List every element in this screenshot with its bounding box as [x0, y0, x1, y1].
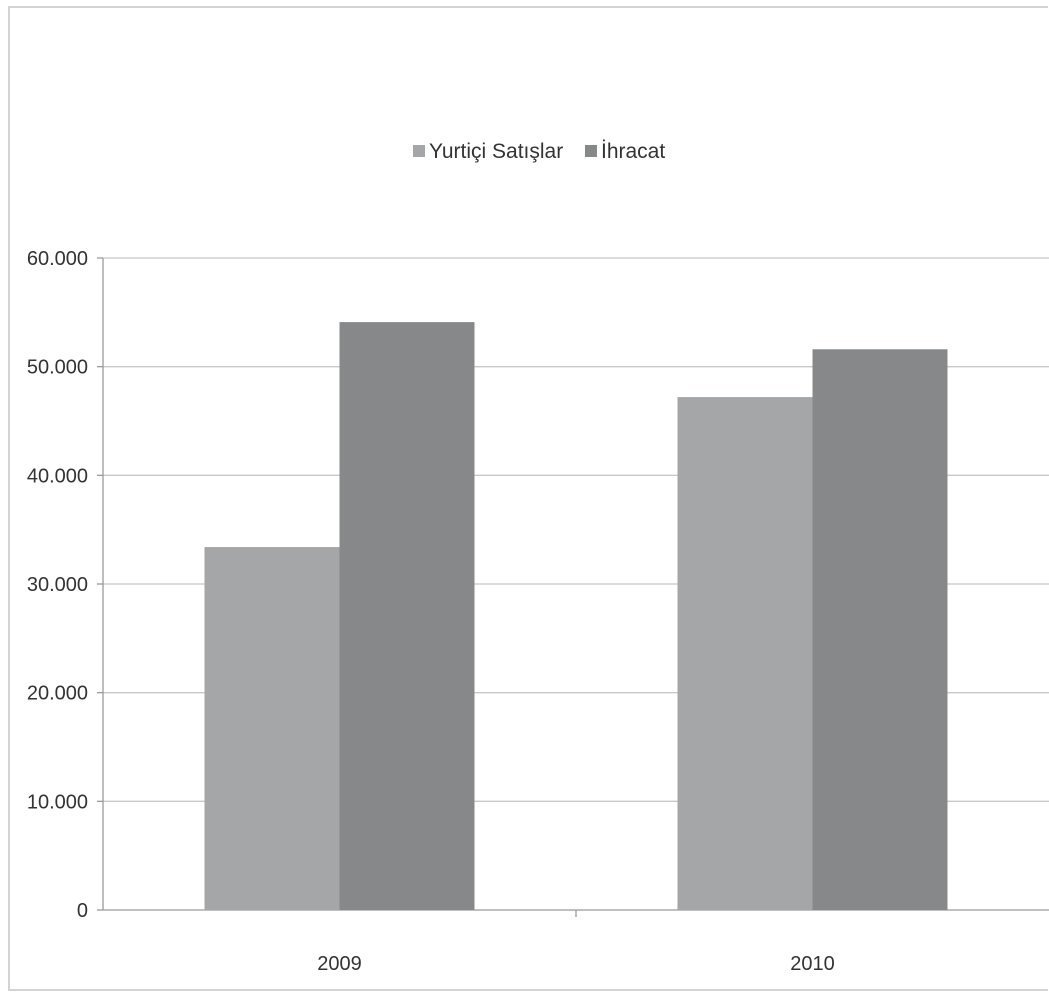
y-tick-label: 30.000 — [27, 574, 88, 596]
legend-label: Yurtiçi Satışlar — [429, 140, 563, 163]
bar — [677, 397, 813, 910]
y-tick-labels: 0 10.000 20.000 30.000 40.000 50.000 60.000 — [27, 248, 88, 922]
x-tick-labels: 2009 2010 — [317, 953, 835, 975]
bars — [204, 322, 948, 910]
x-tick-label: 2009 — [317, 953, 362, 975]
bar — [339, 322, 475, 910]
bar — [812, 349, 948, 910]
y-tick-label: 50.000 — [27, 357, 88, 379]
y-tick-label: 10.000 — [27, 791, 88, 813]
legend-swatch — [413, 145, 425, 157]
legend: Yurtiçi Satışlar İhracat — [413, 140, 665, 163]
bar — [204, 547, 340, 910]
legend-label: İhracat — [601, 140, 665, 163]
y-tick-label: 20.000 — [27, 683, 88, 705]
y-tick-label: 40.000 — [27, 465, 88, 487]
y-tick-label: 60.000 — [27, 248, 88, 270]
y-tick-label: 0 — [77, 900, 88, 922]
x-tick-label: 2010 — [790, 953, 835, 975]
legend-swatch — [585, 145, 597, 157]
